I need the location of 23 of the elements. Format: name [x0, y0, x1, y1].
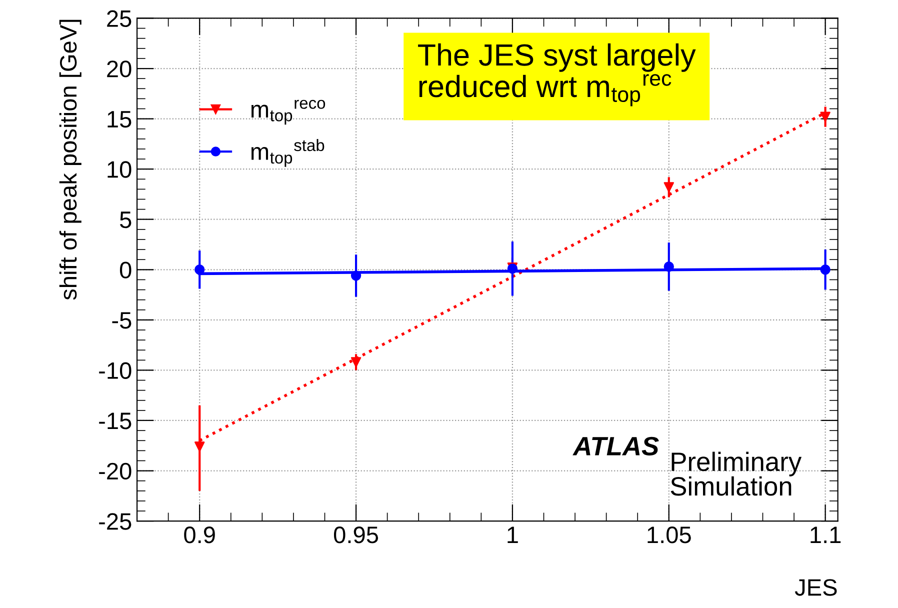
y-tick-label: -5: [112, 312, 132, 329]
annotation: The JES syst largely reduced wrt m$_{top}$$^{rec}$: [418, 43, 696, 106]
legend-label: m$_{top}$$^{reco}$: [251, 100, 326, 125]
x-tick-label: 1.1: [810, 526, 841, 544]
x-tick-label: 1: [508, 526, 518, 544]
y-tick-label: -25: [99, 513, 132, 530]
annotation: Preliminary Simulation: [670, 452, 802, 496]
y-tick-label: -15: [99, 412, 132, 430]
y-tick-label: 10: [108, 161, 132, 178]
y-tick-label: 25: [107, 10, 132, 28]
y-tick-label: 5: [120, 212, 132, 228]
legend-label: m$_{top}$$^{stab}$: [251, 139, 324, 167]
y-tick-label: -20: [99, 462, 132, 480]
y-tick-label: -10: [99, 362, 132, 379]
y-tick-label: 20: [107, 60, 132, 78]
x-tick-label: 1.05: [648, 526, 691, 544]
x-tick-label: 0.9: [184, 526, 215, 544]
y-tick-label: 0: [120, 262, 132, 278]
annotation: ATLAS: [572, 436, 659, 456]
y-tick-label: 15: [108, 111, 132, 128]
x-tick-label: 0.95: [334, 526, 378, 544]
y-axis-title: shift of peak position [GeV]: [59, 20, 82, 300]
x-axis-title: JES: [794, 579, 837, 596]
